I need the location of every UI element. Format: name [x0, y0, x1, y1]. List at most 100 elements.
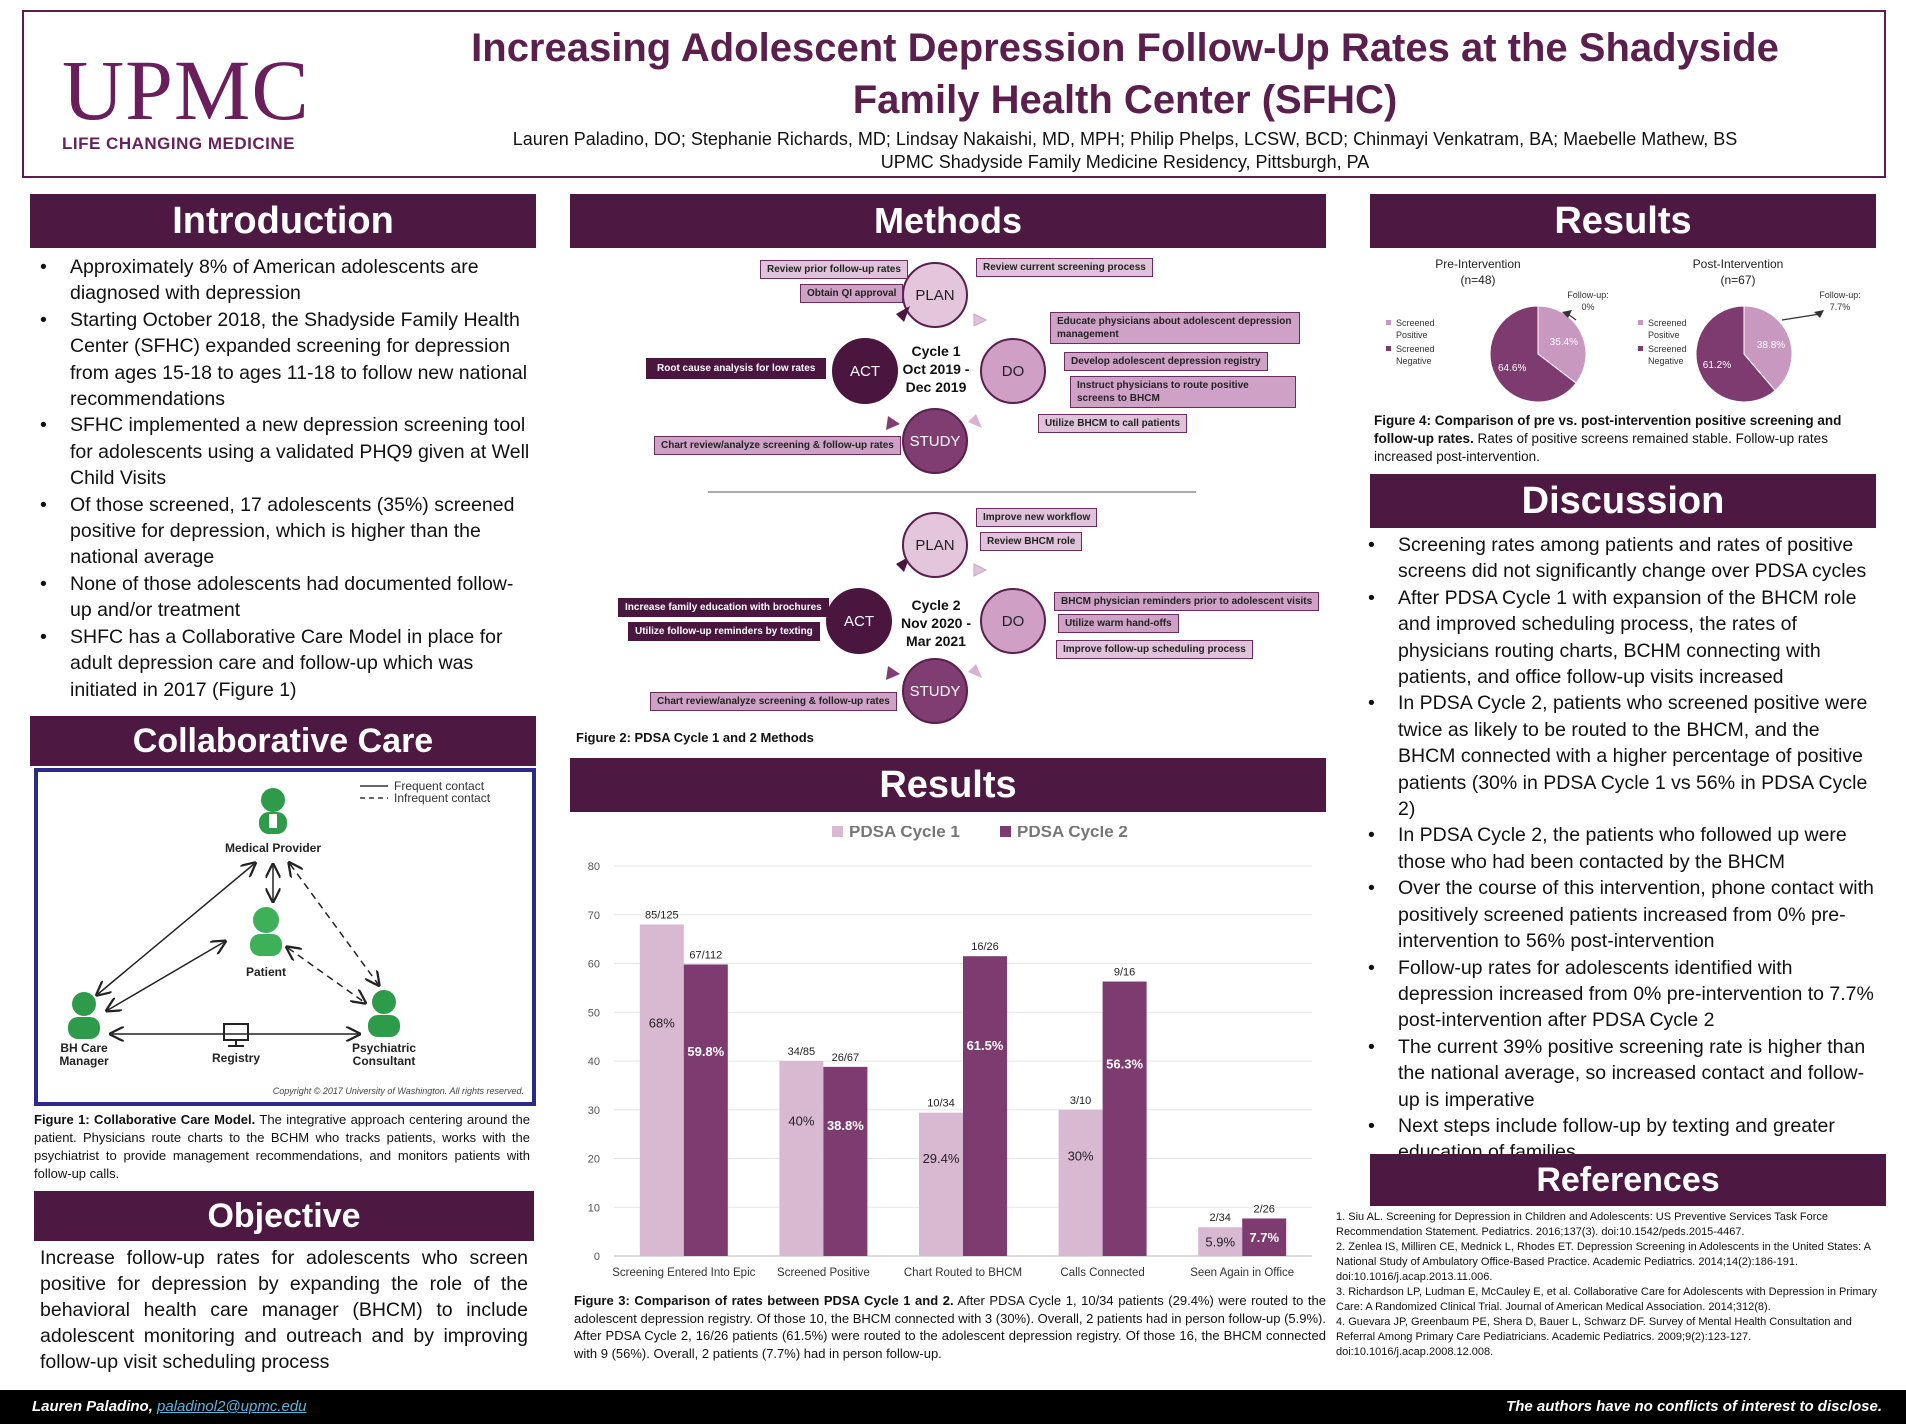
reference-item: 1. Siu AL. Screening for Depression in C… — [1336, 1211, 1828, 1238]
bar — [683, 964, 728, 1256]
cycle2-arrow-do-study — [968, 664, 982, 678]
copyright-notice: Copyright © 2017 University of Washingto… — [273, 1086, 524, 1096]
y-tick-label: 30 — [588, 1105, 600, 1117]
bar-fraction-label: 9/16 — [1114, 967, 1135, 979]
tag-educate: Educate physicians about adolescent depr… — [1050, 312, 1300, 344]
bar — [779, 1061, 824, 1256]
pie-legend-label: Screened — [1648, 318, 1687, 328]
callout-arrowhead — [1562, 310, 1572, 318]
pie-legend-label: Screened — [1396, 318, 1435, 328]
tag-registry: Develop adolescent depression registry — [1064, 352, 1268, 371]
cycle2-do-circle: DO — [980, 588, 1046, 654]
bar — [963, 956, 1007, 1256]
bar-fraction-label: 2/34 — [1209, 1212, 1230, 1224]
bh-care-manager-icon — [68, 992, 100, 1039]
author-list: Lauren Paladino, DO; Stephanie Richards,… — [512, 129, 1738, 149]
introduction-heading: Introduction — [30, 194, 536, 248]
pie-slice — [1743, 305, 1793, 392]
bh-care-label-1: BH Care — [60, 1041, 108, 1055]
list-item: SHFC has a Collaborative Care Model in p… — [32, 624, 534, 703]
cycle2-end: Mar 2021 — [906, 633, 966, 649]
bar-fraction-label: 26/67 — [832, 1052, 860, 1064]
bar-percent-label: 29.4% — [923, 1151, 960, 1166]
bar-percent-label: 40% — [788, 1114, 814, 1129]
x-category-label: Calls Connected — [1060, 1267, 1144, 1279]
footer-email-link[interactable]: paladinol2@upmc.edu — [157, 1398, 307, 1415]
registry-icon — [223, 1023, 249, 1047]
bar-percent-label: 61.5% — [967, 1038, 1004, 1053]
pie-legend-swatch — [1638, 320, 1643, 325]
reference-item: 4. Guevara JP, Greenbaum PE, Shera D, Ba… — [1336, 1316, 1852, 1358]
reference-item: 2. Zenlea IS, Milliren CE, Mednick L, Rh… — [1336, 1241, 1871, 1283]
list-item: SFHC implemented a new depression screen… — [32, 412, 534, 491]
bar-chart-svg: 0 10 20 30 40 50 60 70 80 PDSA Cycle 1 PDSA Cycle … — [588, 822, 1312, 1279]
tag-obtain-qi: Obtain QI approval — [800, 284, 904, 303]
pie-slice — [1537, 305, 1587, 384]
legend-label: PDSA Cycle 1 — [849, 826, 960, 841]
list-item: In PDSA Cycle 2, patients who screened p… — [1360, 690, 1876, 822]
psych-label-2: Consultant — [353, 1054, 416, 1068]
collaborative-care-diagram: Frequent contact Infrequent contact Medi… — [59, 779, 524, 1096]
pie-legend-label: Positive — [1396, 330, 1428, 340]
results-heading-right: Results — [1370, 194, 1876, 248]
tag-review-bhcm: Review BHCM role — [980, 532, 1083, 551]
bar — [919, 1112, 963, 1256]
pie-legend-swatch — [1638, 346, 1643, 351]
reference-item: 3. Richardson LP, Ludman E, McCauley E, … — [1336, 1286, 1877, 1313]
list-item: Of those screened, 17 adolescents (35%) … — [32, 492, 534, 571]
cycle2-start: Nov 2020 - — [900, 615, 972, 631]
pie-legend-label: Screened — [1396, 344, 1435, 354]
list-item: Screening rates among patients and rates… — [1360, 532, 1876, 585]
x-category-label: Screened Positive — [777, 1267, 870, 1279]
figure-3-caption: Figure 3: Comparison of rates between PD… — [574, 1292, 1326, 1362]
cycle1-do-circle: DO — [980, 338, 1046, 404]
callout-value: 7.7% — [1830, 302, 1851, 312]
callout-line — [1781, 313, 1821, 321]
figure-1-caption-text: The integrative approach centering aroun… — [34, 1112, 530, 1181]
bar — [1242, 1218, 1287, 1256]
callout-value: 0% — [1581, 302, 1594, 312]
bar-chart: 0 10 20 30 40 50 60 70 80 PDSA Cycle 1 PDSA Cycle … — [570, 822, 1326, 1286]
legend-label: PDSA Cycle 2 — [1017, 826, 1128, 841]
list-item: The current 39% positive screening rate … — [1360, 1034, 1876, 1113]
figure-3-caption-text: After PDSA Cycle 1, 10/34 patients (29.4… — [574, 1293, 1326, 1361]
logo-tagline: LIFE CHANGING MEDICINE — [62, 134, 295, 153]
bar-fraction-label: 67/112 — [689, 949, 722, 961]
list-item: None of those adolescents had documented… — [32, 571, 534, 624]
x-category-label: Chart Routed to BHCM — [904, 1267, 1022, 1279]
figure-4-caption-text: Rates of positive screens remained stabl… — [1374, 431, 1828, 464]
tag-brochures: Increase family education with brochures — [618, 598, 829, 617]
bar — [1198, 1227, 1243, 1256]
cycle2-arrow-study-act — [886, 666, 900, 680]
y-tick-label: 70 — [588, 910, 600, 922]
bar-percent-label: 5.9% — [1205, 1235, 1235, 1250]
footer-disclosure: The authors have no conflicts of interes… — [1506, 1398, 1882, 1415]
pie-slice-label: 38.8% — [1757, 340, 1785, 351]
pie-chart-svg: Pre-Intervention (n=48) 35.4% 64.6% Screened… — [1386, 257, 1861, 403]
affiliation: UPMC Shadyside Family Medicine Residency… — [880, 152, 1370, 172]
bar-fraction-label: 2/26 — [1253, 1203, 1274, 1215]
cycle2-arrow-plan-do — [973, 563, 988, 577]
references-heading: References — [1370, 1154, 1886, 1206]
discussion-list: Screening rates among patients and rates… — [1360, 532, 1876, 1166]
upmc-logo: UPMC LIFE CHANGING MEDICINE — [62, 47, 322, 154]
callout-label: Follow-up: — [1819, 290, 1861, 300]
bar-percent-label: 30% — [1068, 1149, 1094, 1164]
y-tick-label: 0 — [594, 1251, 600, 1263]
pie-slice-label: 64.6% — [1498, 363, 1526, 374]
poster-title: Increasing Adolescent Depression Follow-… — [471, 26, 1779, 122]
collaborative-care-figure: Frequent contact Infrequent contact Medi… — [34, 768, 536, 1106]
bar-fraction-label: 85/125 — [645, 910, 679, 922]
bh-care-label-2: Manager — [59, 1054, 109, 1068]
pie-legend-swatch — [1386, 346, 1391, 351]
y-tick-label: 80 — [588, 861, 600, 873]
cycle2-plan-circle: PLAN — [902, 512, 968, 578]
results-heading-middle: Results — [570, 758, 1326, 812]
tag-reminders: BHCM physician reminders prior to adoles… — [1054, 592, 1320, 611]
list-item: Follow-up rates for adolescents identifi… — [1360, 955, 1876, 1034]
figure-4-caption-title: Figure 4: Comparison of pre vs. post-int… — [1374, 413, 1842, 446]
bar-fraction-label: 34/85 — [788, 1046, 816, 1058]
y-tick-label: 40 — [588, 1056, 600, 1068]
medical-provider-icon — [259, 788, 287, 834]
pie-title: Pre-Intervention — [1435, 257, 1520, 271]
